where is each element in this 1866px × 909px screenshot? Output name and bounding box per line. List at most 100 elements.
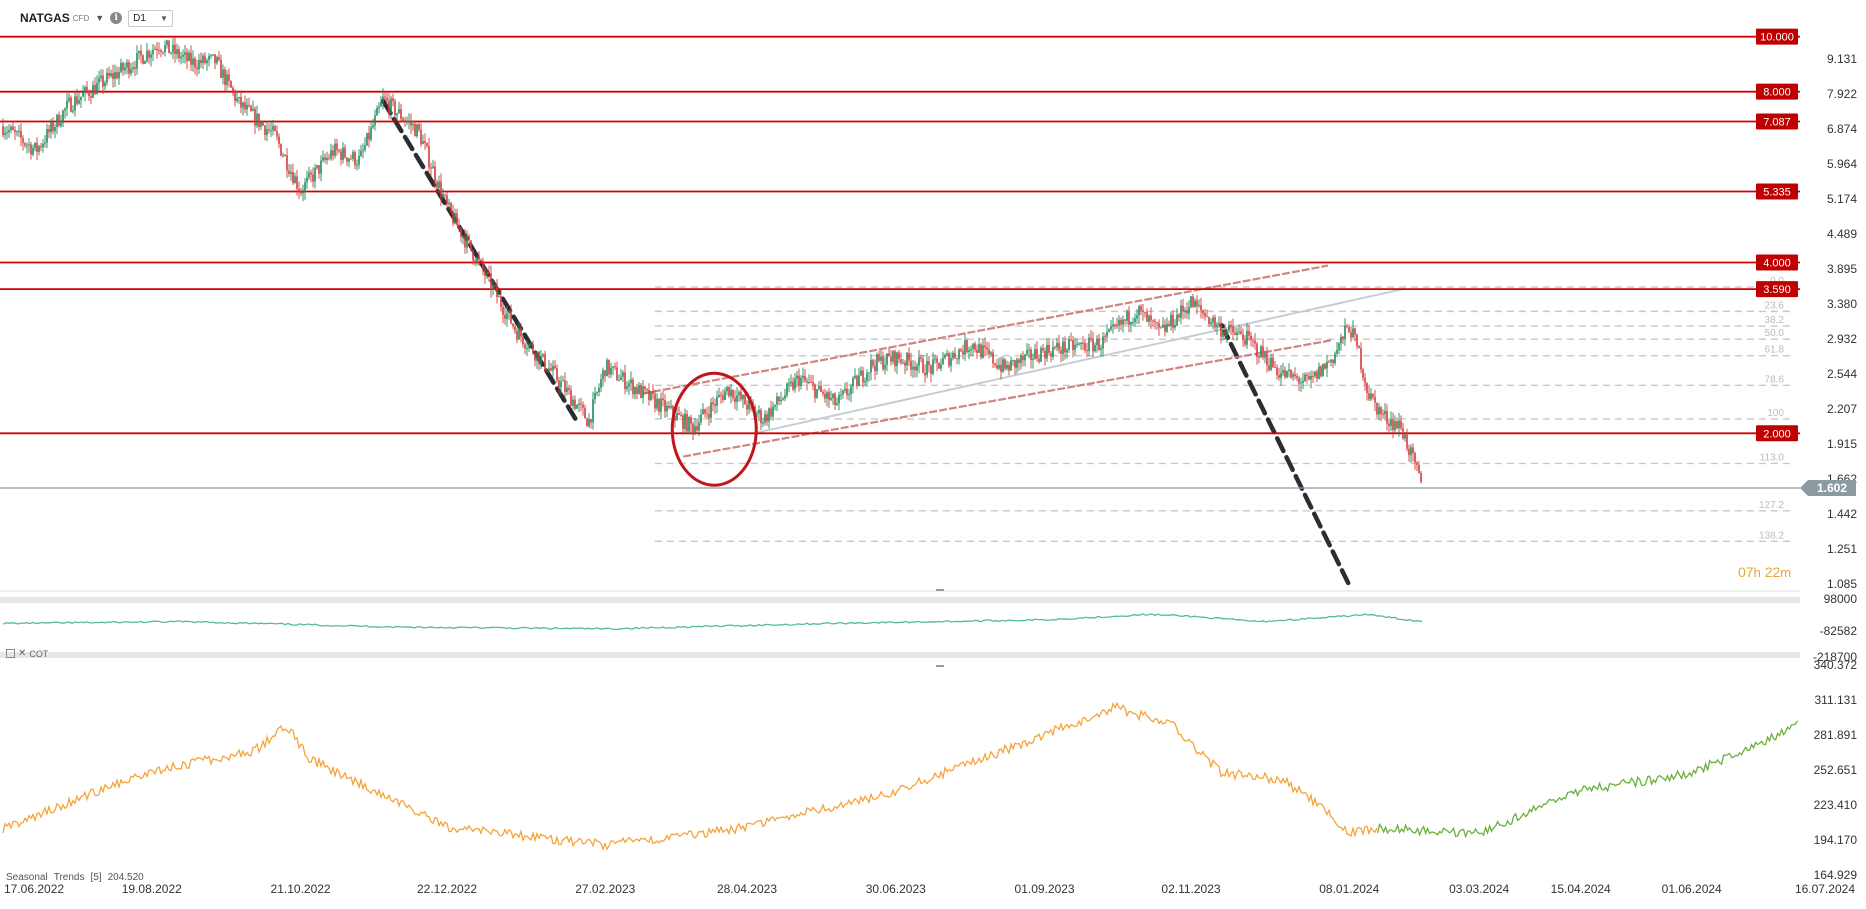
candle bbox=[986, 341, 988, 356]
candle bbox=[694, 417, 696, 436]
panel-settings-icon[interactable] bbox=[6, 649, 15, 658]
candle bbox=[528, 342, 530, 352]
timeframe-select[interactable]: D1 ▼ bbox=[128, 9, 173, 27]
candle bbox=[1352, 320, 1354, 338]
candle bbox=[128, 59, 130, 79]
candle bbox=[176, 43, 178, 60]
candle bbox=[490, 265, 492, 298]
x-axis-label: 01.09.2023 bbox=[1015, 882, 1075, 896]
candle bbox=[1392, 412, 1394, 439]
candle bbox=[1254, 332, 1256, 350]
candle bbox=[558, 376, 560, 395]
caret-down-icon[interactable]: ▼ bbox=[95, 13, 105, 23]
candle bbox=[1410, 444, 1412, 464]
candle bbox=[1214, 314, 1216, 332]
candle bbox=[548, 359, 550, 373]
candle bbox=[1048, 337, 1050, 356]
candle bbox=[306, 170, 308, 190]
candle bbox=[1036, 341, 1038, 362]
candle bbox=[1168, 320, 1170, 328]
candle bbox=[900, 352, 902, 366]
candle bbox=[1288, 363, 1290, 378]
candle bbox=[1132, 317, 1134, 327]
candle bbox=[1198, 299, 1200, 308]
candle bbox=[348, 157, 350, 168]
candle bbox=[1110, 320, 1112, 332]
candle bbox=[260, 121, 262, 130]
candle bbox=[346, 157, 348, 166]
candle bbox=[298, 181, 300, 199]
price-axis-label: 1.442 bbox=[1827, 507, 1857, 521]
candle bbox=[1128, 306, 1130, 333]
candle bbox=[1092, 331, 1094, 358]
candle bbox=[620, 368, 622, 381]
candle bbox=[746, 400, 748, 416]
candle bbox=[1360, 342, 1362, 374]
candle bbox=[842, 389, 844, 399]
level-badge-label: 3.590 bbox=[1763, 284, 1791, 296]
candle bbox=[538, 350, 540, 371]
candle bbox=[328, 153, 330, 161]
candle bbox=[1240, 325, 1242, 335]
candle bbox=[1174, 319, 1176, 331]
candle bbox=[410, 113, 412, 134]
candle bbox=[888, 347, 890, 357]
candle bbox=[88, 89, 90, 102]
candle bbox=[186, 48, 188, 70]
candle bbox=[654, 389, 656, 413]
candle bbox=[1086, 343, 1088, 358]
candle bbox=[112, 64, 114, 88]
candle bbox=[824, 388, 826, 403]
level-badge-label: 5.335 bbox=[1763, 187, 1791, 199]
candle bbox=[826, 390, 828, 407]
candle bbox=[576, 404, 578, 409]
candle bbox=[574, 395, 576, 411]
symbol-name[interactable]: NATGAS bbox=[20, 11, 70, 25]
candle bbox=[414, 121, 416, 137]
info-icon[interactable]: i bbox=[110, 12, 123, 24]
candle bbox=[354, 150, 356, 170]
candle bbox=[1108, 328, 1110, 333]
candle bbox=[1344, 318, 1346, 346]
candle bbox=[1182, 298, 1184, 320]
candle bbox=[22, 135, 24, 151]
candle bbox=[312, 167, 314, 188]
fib-level-label: 138.2 bbox=[1759, 530, 1784, 541]
candle bbox=[460, 227, 462, 243]
fib-level-label: 50.0 bbox=[1765, 328, 1785, 339]
candle bbox=[106, 68, 108, 86]
candle bbox=[426, 142, 428, 148]
candle bbox=[156, 41, 158, 59]
candle bbox=[1258, 354, 1260, 364]
candle bbox=[532, 340, 534, 355]
candle bbox=[508, 309, 510, 320]
timeframe-value: D1 bbox=[133, 12, 146, 24]
candle bbox=[856, 374, 858, 390]
candle bbox=[196, 59, 198, 77]
candle bbox=[1040, 345, 1042, 363]
candle bbox=[1356, 333, 1358, 349]
candle bbox=[1218, 316, 1220, 329]
candle bbox=[336, 138, 338, 156]
candle bbox=[12, 120, 14, 131]
candle bbox=[378, 102, 380, 114]
candle bbox=[1418, 460, 1420, 474]
candle bbox=[1172, 310, 1174, 334]
candle bbox=[1222, 328, 1224, 341]
candle bbox=[430, 162, 432, 176]
candle bbox=[786, 382, 788, 398]
seasonal-panel-header: Seasonal Trends [5] 204.520 bbox=[6, 872, 144, 883]
candle bbox=[286, 148, 288, 179]
candle bbox=[614, 362, 616, 371]
seasonal-line-future bbox=[1376, 720, 1799, 839]
candle bbox=[146, 42, 148, 63]
candle bbox=[764, 409, 766, 426]
candle bbox=[478, 251, 480, 266]
candle bbox=[1154, 318, 1156, 330]
candle bbox=[604, 370, 606, 382]
candle bbox=[496, 279, 498, 304]
close-icon[interactable]: ✕ bbox=[18, 648, 27, 659]
candle bbox=[1358, 345, 1360, 349]
candle bbox=[1324, 362, 1326, 370]
